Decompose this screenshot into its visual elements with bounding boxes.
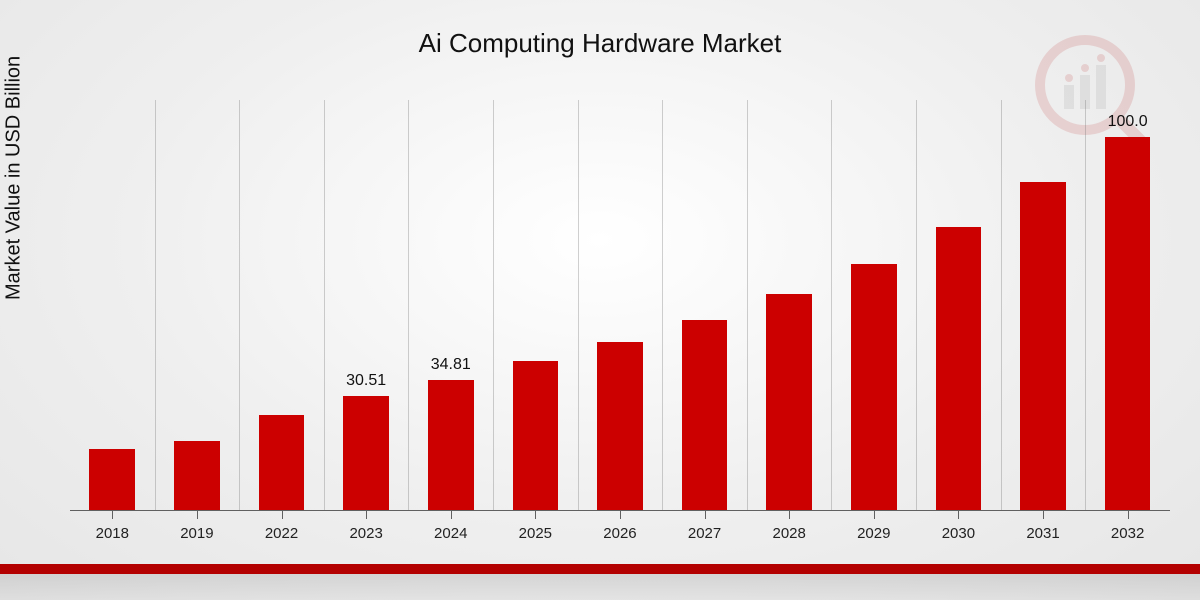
x-tick-label: 2019 <box>155 511 240 542</box>
floor-band <box>0 564 1200 600</box>
bar-slot <box>239 100 324 510</box>
x-tick-label: 2025 <box>493 511 578 542</box>
x-tick-label: 2032 <box>1085 511 1170 542</box>
x-tick-label: 2026 <box>578 511 663 542</box>
bar-slot <box>70 100 155 510</box>
grid-line <box>578 100 579 510</box>
bar <box>766 294 812 510</box>
grid-line <box>493 100 494 510</box>
grid-line <box>662 100 663 510</box>
bar <box>682 320 728 510</box>
bar <box>597 342 643 510</box>
grid-line <box>747 100 748 510</box>
bar <box>851 264 897 510</box>
bar-slot <box>493 100 578 510</box>
x-tick-label: 2024 <box>408 511 493 542</box>
bar <box>343 396 389 510</box>
x-tick-label: 2018 <box>70 511 155 542</box>
bar <box>1020 182 1066 510</box>
bar <box>259 415 305 510</box>
bar <box>428 380 474 510</box>
x-tick-label: 2022 <box>239 511 324 542</box>
grid-line <box>831 100 832 510</box>
x-tick-label: 2029 <box>831 511 916 542</box>
bar-slot <box>578 100 663 510</box>
grid-line <box>239 100 240 510</box>
bar-slot: 100.0 <box>1085 100 1170 510</box>
plot-area: 30.51 34.81 100.0 <box>70 100 1170 510</box>
bar-slot <box>831 100 916 510</box>
bar-slot <box>1001 100 1086 510</box>
bar-value-label: 30.51 <box>346 372 386 390</box>
grid-line <box>324 100 325 510</box>
bar-slot: 30.51 <box>324 100 409 510</box>
chart-container: Ai Computing Hardware Market Market Valu… <box>0 0 1200 600</box>
x-tick-label: 2030 <box>916 511 1001 542</box>
bar <box>936 227 982 510</box>
bar <box>89 449 135 511</box>
bar-slot: 34.81 <box>408 100 493 510</box>
x-tick-label: 2023 <box>324 511 409 542</box>
grid-line <box>408 100 409 510</box>
bar-value-label: 34.81 <box>431 356 471 374</box>
grid-line <box>1001 100 1002 510</box>
grid-line <box>155 100 156 510</box>
bar <box>513 361 559 510</box>
bar-value-label: 100.0 <box>1108 113 1148 131</box>
bar-slot <box>747 100 832 510</box>
bar <box>1105 137 1151 510</box>
bar-slot <box>916 100 1001 510</box>
bar-slot <box>155 100 240 510</box>
bar-slot <box>662 100 747 510</box>
bars-group: 30.51 34.81 100.0 <box>70 100 1170 510</box>
x-tick-label: 2027 <box>662 511 747 542</box>
x-tick-label: 2031 <box>1001 511 1086 542</box>
grid-line <box>1085 100 1086 510</box>
chart-title: Ai Computing Hardware Market <box>0 28 1200 59</box>
x-axis: 2018201920222023202420252026202720282029… <box>70 510 1170 542</box>
y-axis-label: Market Value in USD Billion <box>3 56 26 300</box>
x-tick-label: 2028 <box>747 511 832 542</box>
grid-line <box>916 100 917 510</box>
bar <box>174 441 220 510</box>
